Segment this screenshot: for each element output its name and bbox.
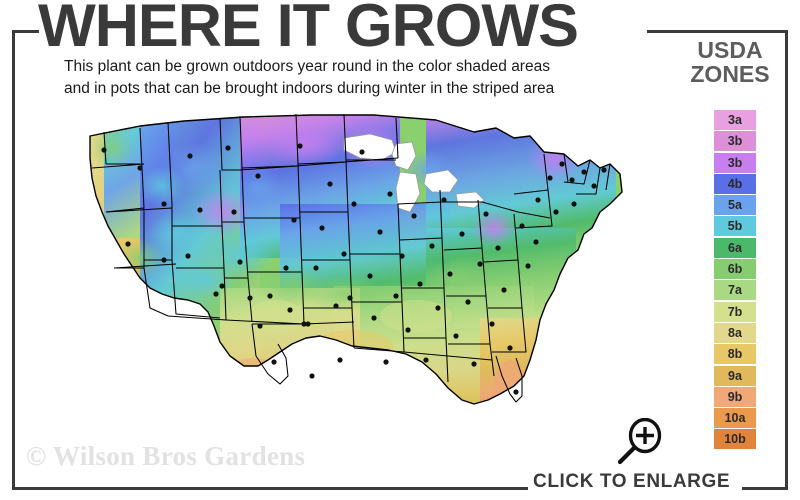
zone-chip-3b-1: 3b bbox=[714, 131, 756, 152]
state-boundaries bbox=[89, 113, 623, 405]
zone-chip-label: 9a bbox=[728, 368, 742, 383]
zone-chip-label: 3b bbox=[727, 155, 743, 170]
zone-chip-10b-15: 10b bbox=[714, 429, 756, 450]
zone-chip-label: 6a bbox=[728, 240, 742, 255]
zone-chip-10a-14: 10a bbox=[714, 408, 756, 429]
legend-heading-line-1: USDA bbox=[697, 37, 763, 63]
hardiness-zone-map[interactable] bbox=[44, 108, 644, 418]
zone-chip-label: 7b bbox=[727, 304, 743, 319]
zone-chip-7b-9: 7b bbox=[714, 301, 756, 322]
zone-chip-6b-7: 6b bbox=[714, 259, 756, 280]
zone-chip-label: 10b bbox=[724, 432, 746, 447]
frame-bottom-right bbox=[742, 487, 788, 490]
zone-chip-label: 9b bbox=[727, 389, 743, 404]
zone-chip-9b-13: 9b bbox=[714, 386, 756, 407]
page-title: WHERE IT GROWS bbox=[38, 0, 579, 59]
zone-chip-label: 8b bbox=[727, 347, 743, 362]
zone-chip-5a-4: 5a bbox=[714, 195, 756, 216]
zone-chip-8a-10: 8a bbox=[714, 322, 756, 343]
frame-bottom-left bbox=[12, 487, 528, 490]
magnifier-plus-icon[interactable] bbox=[614, 417, 666, 466]
legend-heading: USDA ZONES bbox=[674, 38, 786, 87]
city-dots bbox=[101, 143, 607, 395]
zone-chip-label: 4b bbox=[727, 176, 743, 191]
zone-chip-3a-0: 3a bbox=[714, 110, 756, 130]
frame-right bbox=[785, 30, 788, 490]
subtitle-line-1: This plant can be grown outdoors year ro… bbox=[64, 58, 550, 75]
frame-top-left-stub bbox=[12, 30, 39, 33]
zone-chip-4b-3: 4b bbox=[714, 173, 756, 194]
zone-chip-6a-6: 6a bbox=[714, 237, 756, 258]
great-lakes bbox=[343, 133, 485, 213]
zone-chip-3b-2: 3b bbox=[714, 152, 756, 173]
zone-chip-5b-5: 5b bbox=[714, 216, 756, 237]
zone-chip-label: 5b bbox=[727, 219, 743, 234]
subtitle-line-2: and in pots that can be brought indoors … bbox=[64, 80, 555, 98]
watermark-credit: © Wilson Bros Gardens bbox=[26, 441, 306, 471]
legend-heading-line-2: ZONES bbox=[690, 61, 770, 88]
zone-chip-label: 7a bbox=[728, 283, 742, 298]
zone-chip-8b-11: 8b bbox=[714, 344, 756, 365]
frame-top-right bbox=[647, 30, 788, 33]
subtitle-block: This plant can be grown outdoors year ro… bbox=[64, 56, 634, 101]
zone-chip-label: 5a bbox=[728, 198, 742, 213]
map-zone-bands bbox=[90, 115, 622, 404]
click-to-enlarge-label[interactable]: CLICK TO ENLARGE bbox=[533, 471, 731, 492]
frame-left bbox=[12, 30, 15, 490]
zone-chip-label: 10a bbox=[724, 411, 746, 426]
zone-chip-label: 8a bbox=[728, 325, 742, 340]
zone-chip-label: 3a bbox=[728, 113, 742, 127]
zone-chip-label: 3b bbox=[727, 134, 743, 149]
zone-legend-list: 3a 3b 3b 4b 5a 5b 6a 6b 7a 7b 8a 8b 9a 9b 10a 10b bbox=[714, 110, 756, 451]
zone-chip-7a-8: 7a bbox=[714, 280, 756, 301]
zone-chip-label: 6b bbox=[727, 262, 743, 277]
zone-chip-9a-12: 9a bbox=[714, 365, 756, 386]
